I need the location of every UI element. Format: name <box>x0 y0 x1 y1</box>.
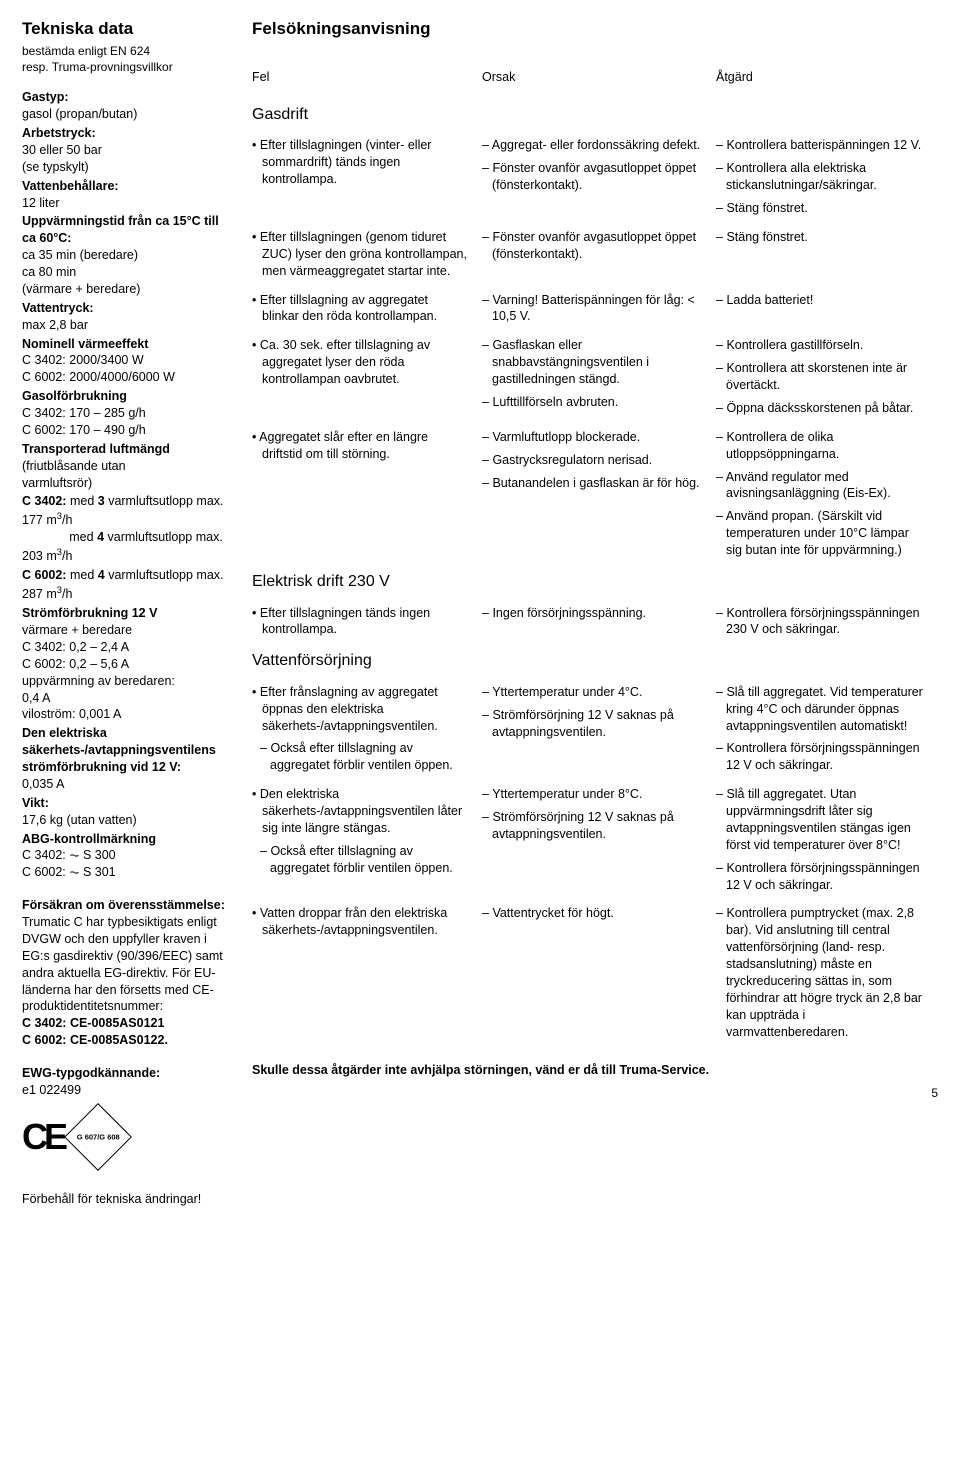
ewg-block: EWG-typgodkännande: e1 022499 <box>22 1065 228 1099</box>
td-sub: bestämda enligt EN 624 resp. Truma-provn… <box>22 43 228 75</box>
head-orsak: Orsak <box>482 69 716 86</box>
head-atgard: Åtgärd <box>716 69 938 86</box>
section-el230: Elektrisk drift 230 V <box>252 571 938 593</box>
spec-item: Vattenbehållare:12 liter <box>22 178 228 212</box>
rows-vatten: Efter frånslagning av aggregatet öppnas … <box>252 684 938 1041</box>
trouble-row: Den elektriska säkerhets-/avtappningsven… <box>252 786 938 893</box>
td-title: Tekniska data <box>22 18 228 41</box>
fs-title: Felsökningsanvisning <box>252 18 938 41</box>
trouble-row: Efter tillslagning av aggregatet blinkar… <box>252 292 938 326</box>
ce-mark-icon: CE <box>22 1113 64 1162</box>
spec-item: Vattentryck:max 2,8 bar <box>22 300 228 334</box>
spec-item: Gastyp:gasol (propan/butan) <box>22 89 228 123</box>
spec-item: Nominell värmeeffektC 3402: 2000/3400 WC… <box>22 336 228 387</box>
specs-list: Gastyp:gasol (propan/butan)Arbetstryck:3… <box>22 89 228 491</box>
spec-c3402: C 3402: med 3 varmluftsutlopp max. 177 m… <box>22 493 228 565</box>
conformity-block: Försäkran om överensstämmelse: Trumatic … <box>22 897 228 1049</box>
reservation-note: Förbehåll för tekniska ändringar! <box>22 1191 228 1208</box>
head-fel: Fel <box>252 69 482 86</box>
specs-more: Strömförbrukning 12 Vvärmare + beredareC… <box>22 605 228 881</box>
g-badge-icon: G 607/G 608 <box>64 1103 132 1171</box>
trouble-row: Vatten droppar från den elektriska säker… <box>252 905 938 1040</box>
trouble-row: Efter frånslagning av aggregatet öppnas … <box>252 684 938 774</box>
spec-item: Strömförbrukning 12 Vvärmare + beredareC… <box>22 605 228 723</box>
trouble-row: Efter tillslagningen tänds ingen kontrol… <box>252 605 938 639</box>
page-number: 5 <box>252 1085 938 1101</box>
rows-gasdrift: Efter tillslagningen (vinter- eller somm… <box>252 137 938 559</box>
spec-c6002: C 6002: med 4 varmluftsutlopp max. 287 m… <box>22 567 228 603</box>
tech-data-column: Tekniska data bestämda enligt EN 624 res… <box>22 18 228 1208</box>
spec-item: ABG-kontrollmärkningC 3402: ⏦ S 300C 600… <box>22 831 228 882</box>
trouble-head: Fel Orsak Åtgärd <box>252 69 938 86</box>
trouble-row: Efter tillslagningen (vinter- eller somm… <box>252 137 938 217</box>
spec-item: Vikt:17,6 kg (utan vatten) <box>22 795 228 829</box>
rows-el230: Efter tillslagningen tänds ingen kontrol… <box>252 605 938 639</box>
foot-note: Skulle dessa åtgärder inte avhjälpa stör… <box>252 1062 938 1079</box>
section-vatten: Vattenförsörjning <box>252 650 938 672</box>
trouble-row: Ca. 30 sek. efter tillslagning av aggreg… <box>252 337 938 417</box>
page-root: Tekniska data bestämda enligt EN 624 res… <box>22 18 938 1208</box>
ce-row: CE G 607/G 608 <box>22 1113 228 1162</box>
section-gasdrift: Gasdrift <box>252 104 938 126</box>
spec-item: Arbetstryck:30 eller 50 bar(se typskylt) <box>22 125 228 176</box>
troubleshooting-column: Felsökningsanvisning Fel Orsak Åtgärd Ga… <box>252 18 938 1208</box>
spec-item: Transporterad luftmängd(friutblåsande ut… <box>22 441 228 492</box>
spec-item: Den elektriska säkerhets-/avtappningsven… <box>22 725 228 793</box>
spec-item: GasolförbrukningC 3402: 170 – 285 g/hC 6… <box>22 388 228 439</box>
trouble-row: Efter tillslagningen (genom tiduret ZUC)… <box>252 229 938 280</box>
spec-item: Uppvärmningstid från ca 15°C till ca 60°… <box>22 213 228 297</box>
trouble-row: Aggregatet slår efter en längre driftsti… <box>252 429 938 559</box>
